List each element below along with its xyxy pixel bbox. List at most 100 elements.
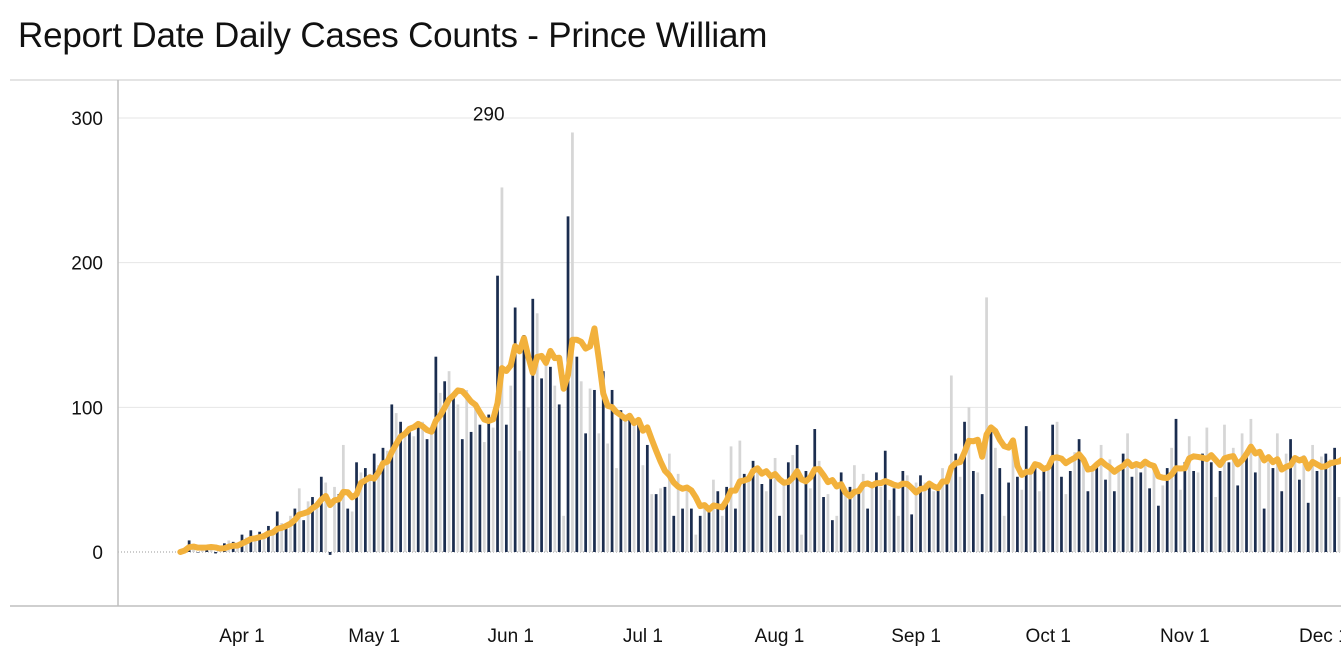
bar <box>1157 505 1160 552</box>
bar <box>1033 462 1037 552</box>
bar <box>513 307 517 552</box>
bar <box>434 356 438 552</box>
bar <box>209 549 213 552</box>
bar <box>782 485 786 552</box>
bar <box>1275 433 1279 552</box>
bar <box>813 429 817 552</box>
bar <box>482 442 486 552</box>
bar <box>628 413 632 552</box>
bar <box>346 508 350 552</box>
bar <box>967 407 971 552</box>
bar <box>632 421 636 552</box>
bar <box>1253 472 1257 552</box>
bar <box>319 476 323 552</box>
bar <box>690 508 693 552</box>
bar <box>1236 485 1240 552</box>
bar <box>1170 447 1173 552</box>
bar <box>804 470 808 552</box>
bar <box>377 465 380 552</box>
bar <box>350 511 354 552</box>
x-tick-label: Nov 1 <box>1160 626 1210 647</box>
bar <box>1231 447 1235 552</box>
bar <box>742 473 746 552</box>
bar <box>1068 470 1072 552</box>
bar <box>337 494 341 552</box>
bar <box>835 515 839 552</box>
y-tick-label: 300 <box>71 109 103 130</box>
bar <box>1024 426 1028 552</box>
bar <box>1174 418 1178 552</box>
bar <box>839 472 843 552</box>
bar <box>1002 515 1006 552</box>
bar <box>430 433 433 552</box>
bar <box>923 482 927 552</box>
bar <box>610 389 614 552</box>
bar <box>1038 491 1041 552</box>
bar <box>901 470 905 552</box>
bar <box>703 508 706 552</box>
bar <box>1135 465 1138 552</box>
bar <box>817 460 821 552</box>
bar <box>1324 453 1328 552</box>
bar <box>751 460 755 552</box>
x-tick-label: May 1 <box>348 626 400 647</box>
bar <box>425 439 429 552</box>
bar <box>1152 463 1156 552</box>
bar <box>196 552 200 553</box>
bar <box>1227 462 1231 552</box>
bar <box>623 414 627 552</box>
bar <box>1064 494 1068 552</box>
bar <box>1187 436 1191 552</box>
bar <box>1090 470 1094 552</box>
bar <box>681 508 684 552</box>
data-labels: 290 <box>473 104 505 125</box>
bar <box>214 552 217 554</box>
bar <box>1046 465 1050 552</box>
bar <box>1262 508 1266 552</box>
bar <box>262 534 266 552</box>
bar <box>368 473 372 552</box>
bar <box>764 491 768 552</box>
bar <box>694 534 698 552</box>
bar <box>363 468 367 552</box>
bar <box>897 515 900 552</box>
bar <box>1240 433 1244 552</box>
bar <box>853 465 856 552</box>
bar <box>1302 455 1306 552</box>
bar <box>941 468 944 552</box>
bar <box>412 436 416 552</box>
bar <box>905 475 909 552</box>
bar <box>1337 497 1341 552</box>
bar <box>1117 468 1121 552</box>
bar <box>328 552 332 555</box>
bar <box>1289 439 1292 552</box>
bar <box>1311 444 1314 552</box>
bar <box>808 488 812 552</box>
bar <box>1165 468 1169 552</box>
bar <box>1280 491 1284 552</box>
bar <box>280 523 284 552</box>
bar <box>606 443 610 552</box>
x-tick-label: Dec 1 <box>1299 626 1341 647</box>
bar <box>720 515 724 552</box>
bar <box>284 525 288 552</box>
bar <box>985 297 988 552</box>
bar <box>650 494 654 552</box>
bar <box>615 468 618 552</box>
bar <box>998 468 1002 552</box>
bar <box>729 446 733 552</box>
bar <box>562 515 565 552</box>
bar <box>945 482 949 552</box>
bar <box>1315 470 1319 552</box>
bar <box>311 497 314 552</box>
bar <box>1112 491 1116 552</box>
bar <box>1042 468 1046 552</box>
bar <box>1201 453 1204 552</box>
bar <box>531 298 535 552</box>
bar <box>791 455 795 552</box>
bar <box>1161 485 1165 552</box>
bar <box>1333 447 1336 552</box>
bar <box>522 335 526 552</box>
bar <box>394 413 398 552</box>
